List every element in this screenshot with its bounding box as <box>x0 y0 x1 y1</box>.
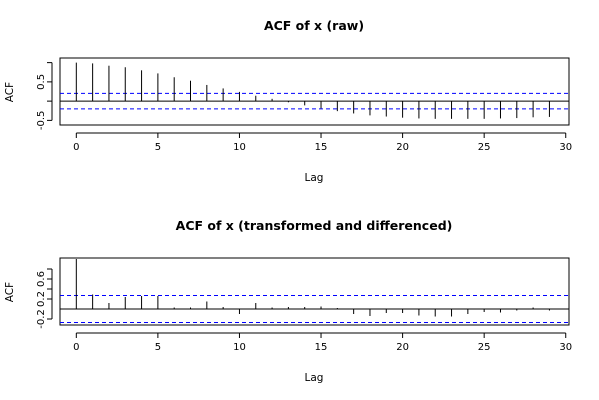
x-tick-label: 0 <box>73 142 79 153</box>
y-tick-label: 0.6 <box>36 271 47 287</box>
y-axis-label: ACF <box>4 282 16 302</box>
x-tick-label: 30 <box>559 342 572 353</box>
marks-group: 0 5 10 15 20 25 30 -0.5 0.5 <box>36 62 572 153</box>
x-tick-label: 10 <box>233 342 246 353</box>
marks-group: 0 5 10 15 20 25 30 -0.2 0.2 0.6 <box>36 259 572 353</box>
x-tick-label: 20 <box>396 342 409 353</box>
x-tick-label: 20 <box>396 142 409 153</box>
plot-frame <box>59 257 570 326</box>
acf-raw-panel: ACF of x (raw) Lag ACF 0 5 10 15 20 25 30-0.50… <box>4 18 572 184</box>
acf-transformed-panel: ACF of x (transformed and differenced) L… <box>4 218 572 384</box>
x-axis-label: Lag <box>305 172 324 184</box>
x-axis-label: Lag <box>305 372 324 384</box>
x-tick-label: 15 <box>315 342 328 353</box>
y-tick-label: 0.2 <box>36 291 47 307</box>
x-tick-label: 5 <box>155 342 161 353</box>
x-tick-label: 30 <box>559 142 572 153</box>
y-tick-label: -0.5 <box>36 111 47 131</box>
x-tick-label: 0 <box>73 342 79 353</box>
x-tick-label: 10 <box>233 142 246 153</box>
y-axis-label: ACF <box>4 82 16 102</box>
y-tick-label: 0.5 <box>36 74 47 90</box>
y-tick-label: -0.2 <box>36 309 47 329</box>
chart-title: ACF of x (raw) <box>264 18 364 33</box>
x-tick-label: 25 <box>478 342 491 353</box>
chart-title: ACF of x (transformed and differenced) <box>176 218 453 233</box>
x-tick-label: 5 <box>155 142 161 153</box>
plot-frame <box>59 57 570 126</box>
x-tick-label: 25 <box>478 142 491 153</box>
x-tick-label: 15 <box>315 142 328 153</box>
